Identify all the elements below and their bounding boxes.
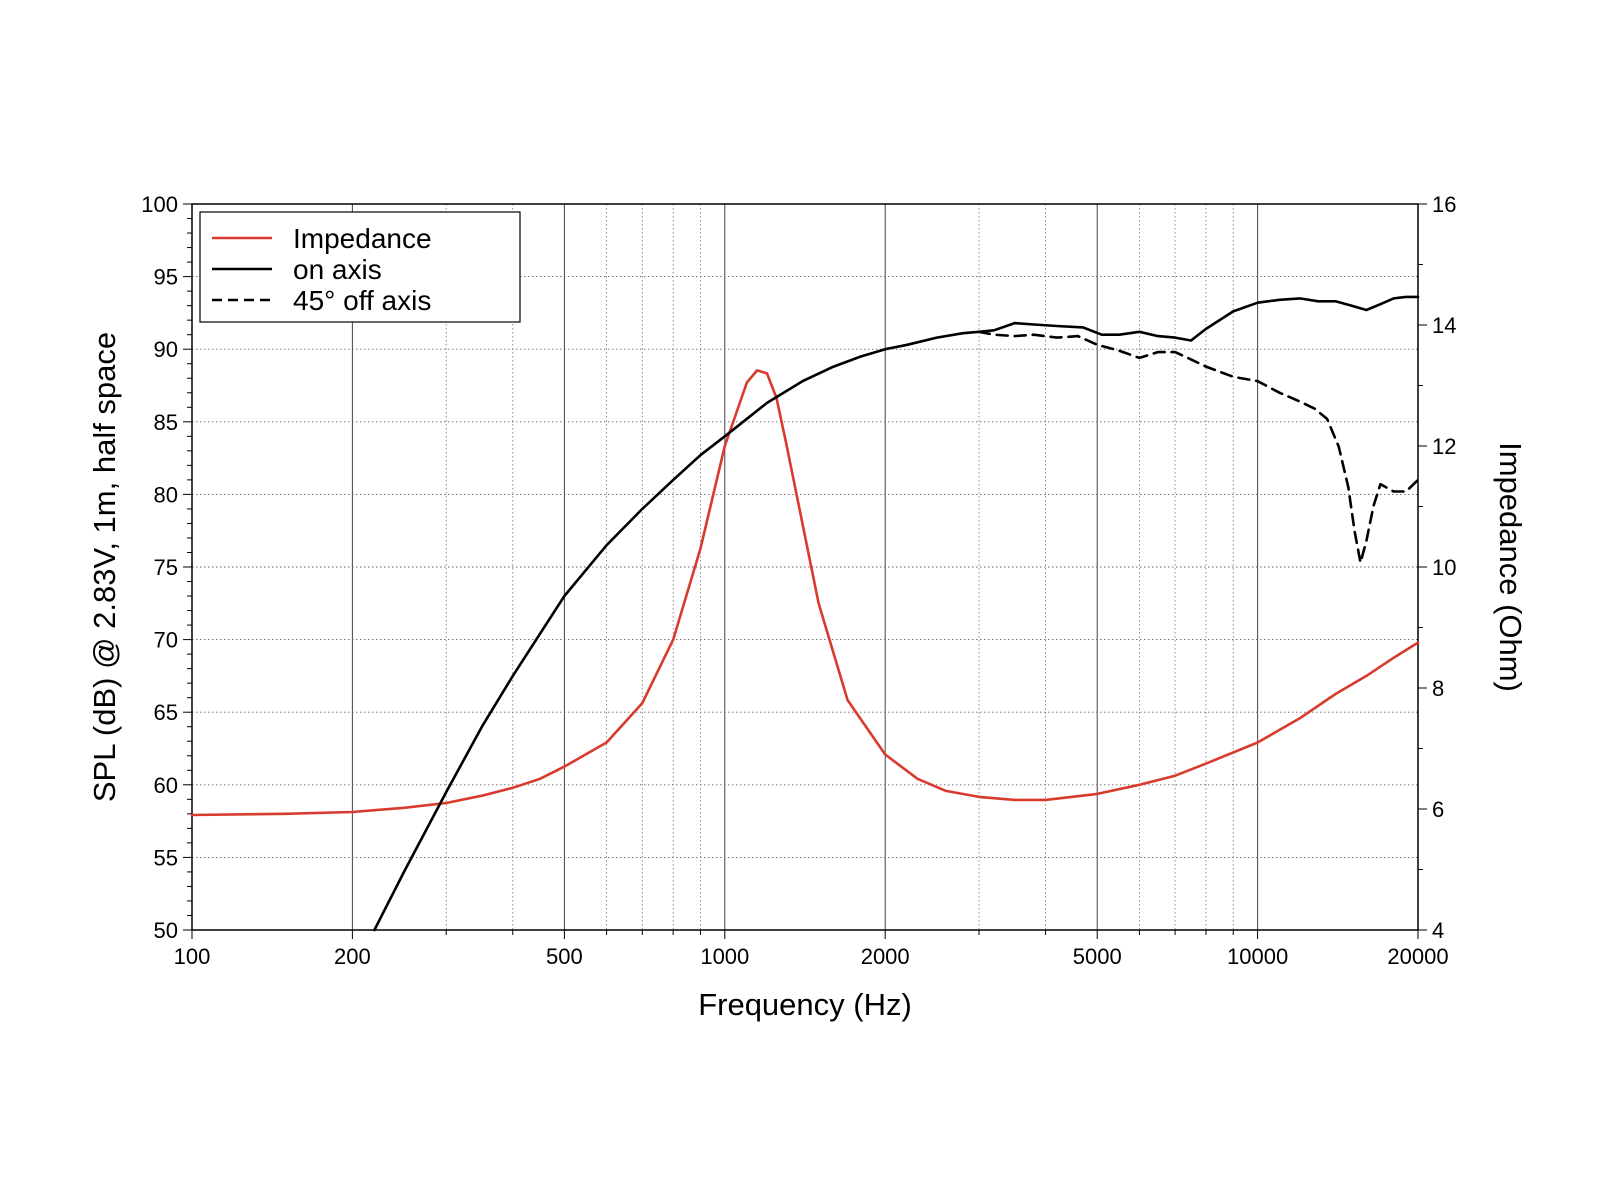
tick-labels: 100 200 500 1000 2000 5000 10000 20000 50 55 60 65 7… bbox=[141, 192, 1456, 969]
x-tick-label: 1000 bbox=[700, 944, 749, 969]
y-axis-left-label: SPL (dB) @ 2.83V, 1m, half space bbox=[87, 332, 122, 802]
y-left-tick-label: 95 bbox=[154, 265, 178, 290]
x-tick-label: 5000 bbox=[1073, 944, 1122, 969]
x-tick-label: 100 bbox=[174, 944, 211, 969]
y-left-tick-label: 80 bbox=[154, 482, 178, 507]
y-right-tick-label: 12 bbox=[1432, 434, 1456, 459]
impedance-curve bbox=[190, 369, 1420, 817]
off-axis-curve bbox=[977, 330, 1420, 564]
y-right-tick-label: 16 bbox=[1432, 192, 1456, 217]
x-tick-label: 20000 bbox=[1387, 944, 1448, 969]
y-left-tick-label: 90 bbox=[154, 337, 178, 362]
legend-box bbox=[199, 211, 521, 323]
x-tick-label: 500 bbox=[546, 944, 583, 969]
x-tick-label: 200 bbox=[334, 944, 371, 969]
legend: Impedance on axis 45° off axis bbox=[199, 211, 521, 323]
y-left-tick-label: 70 bbox=[154, 628, 178, 653]
legend-label-impedance: Impedance bbox=[293, 223, 432, 254]
y-left-tick-label: 65 bbox=[154, 700, 178, 725]
y-right-tick-label: 4 bbox=[1432, 918, 1444, 943]
axis-ticks bbox=[183, 203, 1427, 939]
grid bbox=[192, 204, 1418, 930]
x-tick-label: 10000 bbox=[1227, 944, 1288, 969]
y-axis-right-label: Impedance (Ohm) bbox=[1493, 442, 1528, 692]
y-right-tick-label: 14 bbox=[1432, 313, 1456, 338]
series-lines bbox=[190, 295, 1420, 932]
y-left-tick-label: 85 bbox=[154, 410, 178, 435]
y-left-tick-label: 100 bbox=[141, 192, 178, 217]
legend-label-on-axis: on axis bbox=[293, 254, 382, 285]
x-axis-label: Frequency (Hz) bbox=[698, 987, 912, 1022]
y-left-tick-label: 55 bbox=[154, 845, 178, 870]
y-right-tick-label: 6 bbox=[1432, 797, 1444, 822]
on-axis-curve bbox=[373, 295, 1420, 932]
y-left-tick-label: 75 bbox=[154, 555, 178, 580]
y-right-tick-label: 10 bbox=[1432, 555, 1456, 580]
x-tick-label: 2000 bbox=[861, 944, 910, 969]
y-left-tick-label: 50 bbox=[154, 918, 178, 943]
y-left-tick-label: 60 bbox=[154, 773, 178, 798]
y-right-tick-label: 8 bbox=[1432, 676, 1444, 701]
legend-label-off-axis: 45° off axis bbox=[293, 285, 431, 316]
